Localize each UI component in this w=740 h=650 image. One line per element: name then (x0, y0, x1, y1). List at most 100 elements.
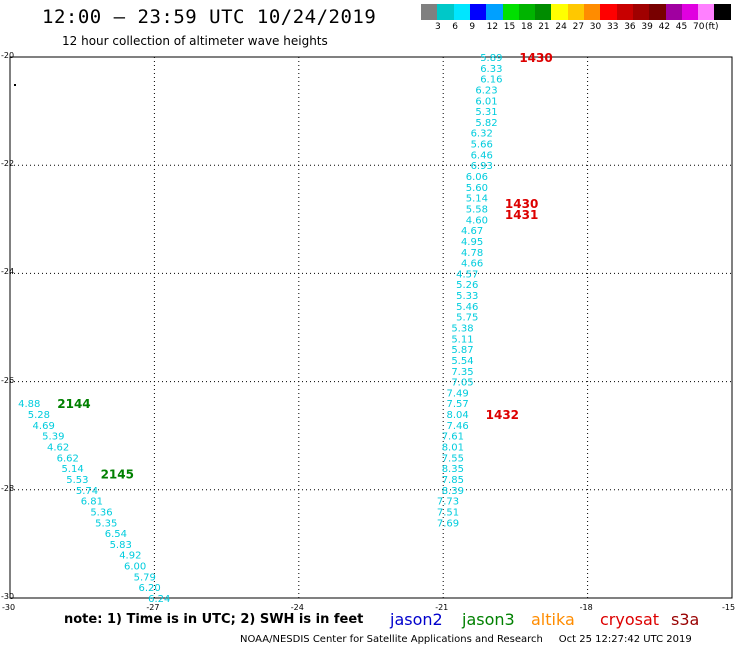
latitude-tick-label: -26 (1, 375, 15, 385)
swh-value-label: 7.46 (447, 421, 469, 432)
footer-credit: NOAA/NESDIS Center for Satellite Applica… (240, 634, 692, 645)
swh-value-label: 6.93 (471, 161, 493, 172)
swh-value-label: 5.46 (456, 302, 478, 313)
swh-value-label: 5.66 (471, 140, 493, 151)
swh-value-label: 5.74 (76, 486, 98, 497)
page-title: 12:00 – 23:59 UTC 10/24/2019 (42, 6, 377, 28)
legend-color-swatch (632, 4, 650, 20)
legend-color-swatch (469, 4, 487, 20)
pass-time-label: 1430 (519, 51, 552, 65)
latitude-tick-label: -20 (1, 51, 15, 60)
legend-color-swatch (502, 4, 520, 20)
swh-value-label: 5.31 (475, 107, 497, 118)
swh-value-label: 6.01 (475, 96, 497, 107)
swh-value-label: 7.51 (437, 507, 459, 518)
legend-color-swatch (714, 4, 732, 20)
swh-value-label: 6.00 (124, 562, 146, 573)
swh-value-label: 5.39 (42, 432, 64, 443)
swh-value-label: 8.35 (442, 464, 464, 475)
swh-value-label: 5.38 (451, 324, 473, 335)
swh-value-label: 6.06 (466, 172, 488, 183)
legend-color-swatch (681, 4, 699, 20)
swh-value-label: 6.24 (148, 594, 170, 605)
legend-value-label: 27 (572, 22, 585, 32)
legend-value-label: 18 (521, 22, 533, 32)
swh-value-label: 5.83 (110, 540, 132, 551)
swh-value-label: 6.46 (471, 150, 493, 161)
pass-time-label: 1432 (486, 408, 519, 422)
swh-value-label: 4.69 (33, 421, 55, 432)
longitude-tick-label: -18 (579, 603, 593, 612)
longitude-tick-label: -30 (2, 603, 16, 612)
legend-unit-label: (ft) (705, 22, 719, 32)
pass-time-label: 1430 (505, 197, 538, 211)
legend-value-label: 36 (624, 22, 636, 32)
map-frame (9, 56, 733, 599)
swh-value-label: 5.26 (456, 280, 478, 291)
swh-value-label: 5.35 (95, 518, 117, 529)
swh-value-label: 5.60 (466, 183, 488, 194)
swh-value-label: 5.53 (66, 475, 88, 486)
swh-value-label: 5.75 (456, 313, 478, 324)
swh-value-label: 6.23 (475, 85, 497, 96)
swh-value-label: 4.78 (461, 248, 483, 259)
legend-color-swatch (665, 4, 683, 20)
swh-value-label: 7.05 (451, 378, 473, 389)
swh-value-label: 6.54 (105, 529, 127, 540)
swh-value-label: 6.16 (480, 75, 502, 86)
swh-value-label: 8.39 (442, 486, 464, 497)
swh-value-label: 4.62 (47, 443, 69, 454)
swh-value-label: 5.36 (90, 507, 112, 518)
legend-value-label: 30 (589, 22, 602, 32)
swh-value-label: 5.89 (480, 53, 502, 64)
legend-value-label: 42 (658, 22, 671, 32)
swh-value-label: 8.04 (447, 410, 469, 421)
swh-value-label: 6.33 (480, 64, 502, 75)
longitude-tick-label: -24 (290, 603, 304, 612)
legend-value-label: 24 (555, 22, 567, 32)
swh-value-label: 7.85 (442, 475, 464, 486)
pass-time-label: 1431 (505, 208, 538, 222)
swh-value-label: 6.20 (138, 583, 160, 594)
footer-note: note: 1) Time is in UTC; 2) SWH is in fe… (64, 612, 364, 627)
swh-value-label: 7.69 (437, 518, 459, 529)
legend-color-swatch (518, 4, 536, 20)
legend-color-swatch (616, 4, 634, 20)
swh-value-label: 4.57 (456, 269, 478, 280)
swh-value-label: 7.49 (447, 388, 469, 399)
mission-label: jason3 (462, 610, 515, 629)
swh-value-label: 5.14 (466, 194, 488, 205)
pass-time-label: 2144 (57, 397, 90, 411)
swh-value-label: 4.92 (119, 551, 141, 562)
mission-label: cryosat (600, 610, 660, 629)
swh-value-label: 7.57 (447, 399, 469, 410)
map-marker (14, 84, 16, 86)
swh-value-label: 5.14 (61, 464, 83, 475)
legend-color-swatch (486, 4, 504, 20)
swh-value-label: 5.79 (134, 572, 156, 583)
legend-color-swatch (421, 4, 438, 20)
longitude-tick-label: -15 (722, 603, 736, 612)
longitude-tick-label: -27 (146, 603, 160, 612)
legend-value-label: 70 (693, 22, 705, 32)
legend-value-label: 33 (607, 22, 619, 32)
latitude-tick-label: -22 (1, 159, 15, 169)
legend-color-swatch (567, 4, 585, 20)
legend-color-swatch (584, 4, 601, 20)
legend-color-swatch (600, 4, 618, 20)
swh-value-label: 5.33 (456, 291, 478, 302)
longitude-tick-label: -21 (435, 603, 449, 612)
swh-value-label: 5.58 (466, 204, 488, 215)
swh-value-label: 8.01 (442, 443, 464, 454)
legend-value-label: 6 (452, 22, 458, 32)
legend-color-swatch (649, 4, 667, 20)
mission-label: jason2 (390, 610, 443, 629)
page-subtitle: 12 hour collection of altimeter wave hei… (62, 34, 328, 48)
swh-value-label: 5.11 (451, 334, 473, 345)
swh-value-label: 4.60 (466, 215, 488, 226)
legend-value-label: 45 (675, 22, 688, 32)
legend-color-swatch (437, 4, 455, 20)
swh-value-label: 7.73 (437, 497, 459, 508)
legend-color-swatch (535, 4, 553, 20)
